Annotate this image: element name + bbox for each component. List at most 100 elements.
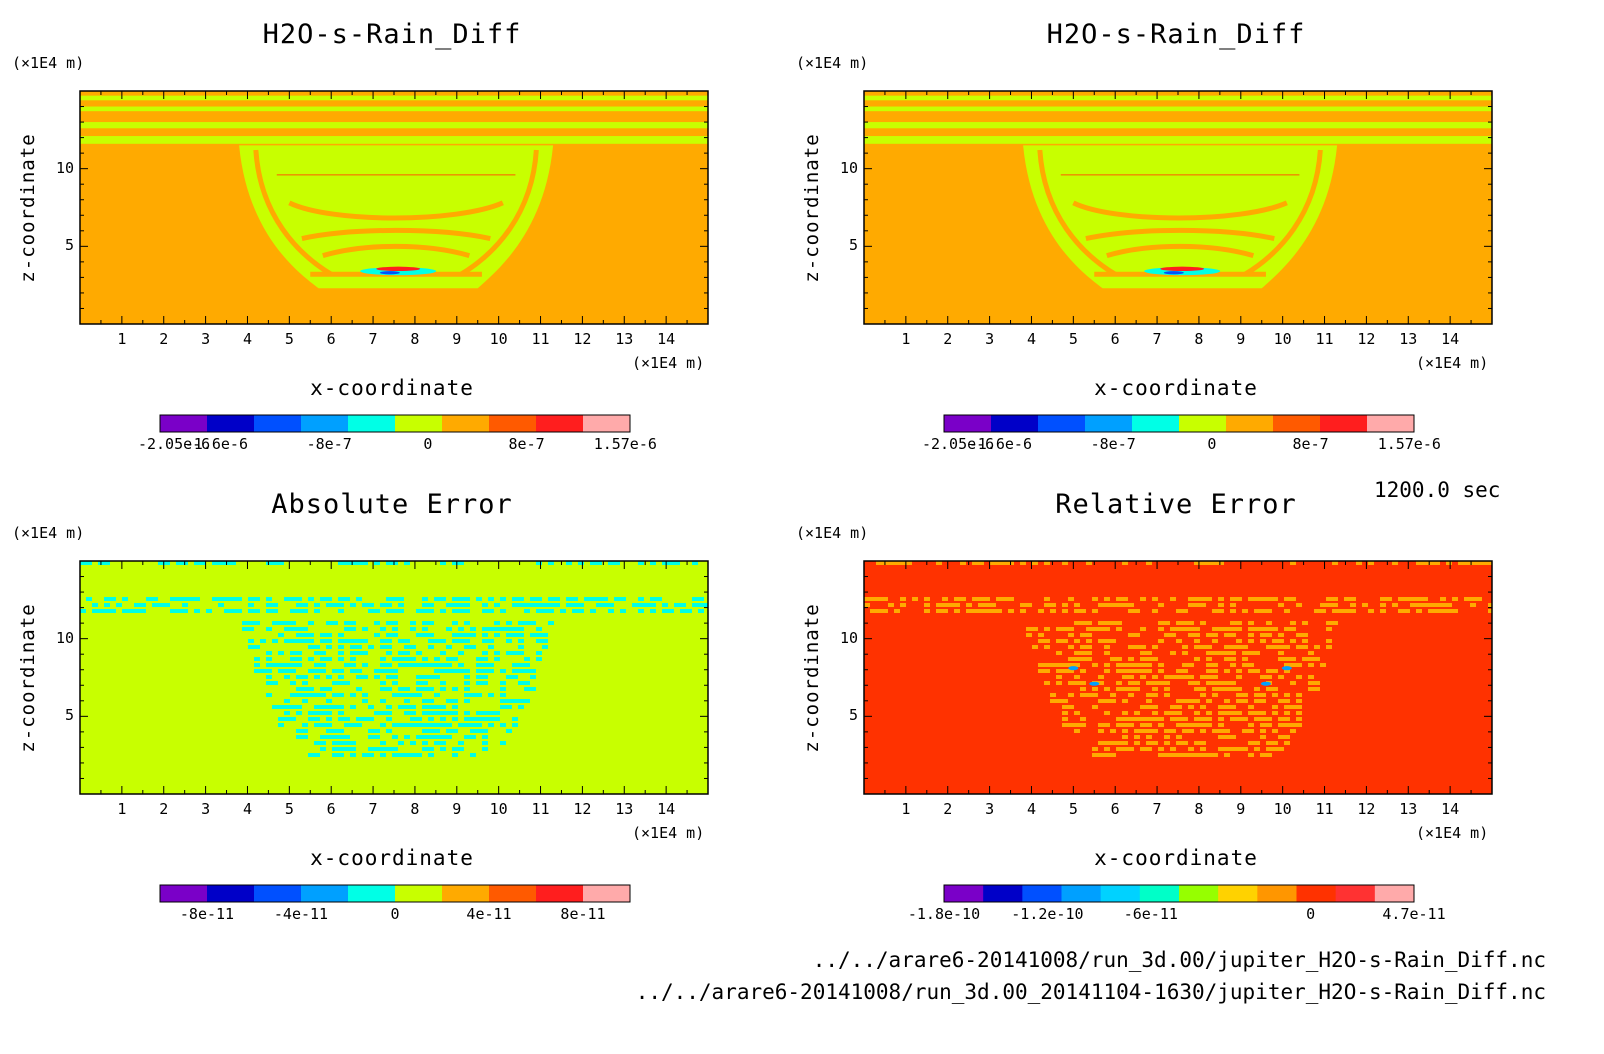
rain-arc-1 [459, 149, 539, 277]
rain-arc-3 [1085, 227, 1275, 242]
noise-cell [1194, 645, 1200, 649]
noise-cell [518, 663, 524, 667]
noise-cell [392, 735, 398, 739]
noise-cell [278, 705, 284, 709]
noise-cell [1176, 627, 1182, 631]
colorbar-swatch [1100, 885, 1141, 902]
noise-cell [308, 657, 314, 661]
noise-cell [1218, 723, 1224, 727]
noise-cell [290, 609, 296, 613]
noise-cell [1116, 717, 1122, 721]
noise-cell [1206, 657, 1212, 661]
noise-cell [302, 633, 308, 637]
noise-cell [1110, 729, 1116, 733]
noise-cell [1134, 633, 1140, 637]
noise-cell [122, 609, 128, 613]
noise-cell [530, 675, 536, 679]
noise-cell [1242, 609, 1248, 613]
noise-cell [1260, 711, 1266, 715]
noise-cell [1224, 711, 1230, 715]
noise-cell [1368, 561, 1374, 565]
noise-cell [380, 723, 386, 727]
noise-cell [1284, 741, 1290, 745]
noise-cell [338, 561, 344, 565]
noise-cell [338, 693, 344, 697]
noise-cell [1278, 645, 1284, 649]
noise-cell [1218, 597, 1224, 601]
noise-cell [398, 687, 404, 691]
noise-cell [1104, 597, 1110, 601]
noise-cell [1254, 597, 1260, 601]
colorbar-swatch [983, 885, 1023, 902]
noise-cell [1098, 603, 1104, 607]
colorbar-swatch [583, 885, 631, 902]
noise-cell [482, 633, 488, 637]
noise-cell [1452, 597, 1458, 601]
colorbar-swatch [1374, 885, 1415, 902]
noise-cell [248, 621, 254, 625]
noise-cell [170, 597, 176, 601]
noise-cell [1284, 735, 1290, 739]
noise-cell [320, 711, 326, 715]
noise-cell [158, 561, 164, 565]
noise-cell [302, 639, 308, 643]
noise-cell [1068, 663, 1074, 667]
noise-cell [446, 729, 452, 733]
noise-cell [1110, 657, 1116, 661]
colorbar-swatch [395, 415, 443, 432]
y-tick-label: 10 [55, 628, 74, 647]
noise-cell [1194, 723, 1200, 727]
noise-cell [392, 669, 398, 673]
noise-cell [1380, 603, 1386, 607]
noise-cell [284, 663, 290, 667]
noise-cell [290, 621, 296, 625]
noise-cell [392, 597, 398, 601]
noise-cell [1068, 645, 1074, 649]
noise-cell [1170, 747, 1176, 751]
noise-cell [350, 657, 356, 661]
noise-cell [1152, 705, 1158, 709]
noise-cell [1188, 597, 1194, 601]
noise-cell [1128, 693, 1134, 697]
noise-cell [1170, 651, 1176, 655]
noise-cell [1188, 675, 1194, 679]
noise-cell [1140, 645, 1146, 649]
colorbar-swatch [207, 885, 255, 902]
noise-cell [422, 597, 428, 601]
noise-cell [1104, 651, 1110, 655]
noise-cell [86, 561, 92, 565]
noise-cell [236, 597, 242, 601]
rel-error-spot-1 [1089, 681, 1100, 686]
noise-cell [894, 609, 900, 613]
noise-cell [1116, 687, 1122, 691]
y-axis-label: z-coordinate [17, 132, 39, 283]
noise-cell [1200, 693, 1206, 697]
noise-cell [380, 639, 386, 643]
noise-cell [1356, 561, 1362, 565]
noise-cell [512, 669, 518, 673]
noise-cell [182, 603, 188, 607]
noise-cell [1254, 651, 1260, 655]
noise-cell [548, 603, 554, 607]
x-tick-label: 6 [326, 800, 336, 818]
noise-cell [870, 597, 876, 601]
noise-cell [1188, 753, 1194, 757]
noise-cell [308, 621, 314, 625]
noise-cell [344, 597, 350, 601]
noise-cell [308, 693, 314, 697]
noise-cell [1380, 597, 1386, 601]
noise-cell [464, 645, 470, 649]
noise-cell [1308, 681, 1314, 685]
noise-cell [404, 735, 410, 739]
y-tick-label: 10 [839, 158, 858, 177]
noise-cell [506, 639, 512, 643]
noise-cell [1158, 627, 1164, 631]
noise-cell [302, 603, 308, 607]
noise-cell [1284, 609, 1290, 613]
noise-cell [470, 723, 476, 727]
noise-cell [374, 747, 380, 751]
noise-cell [686, 609, 692, 613]
noise-cell [482, 651, 488, 655]
noise-cell [398, 753, 404, 757]
noise-cell [1218, 561, 1224, 565]
